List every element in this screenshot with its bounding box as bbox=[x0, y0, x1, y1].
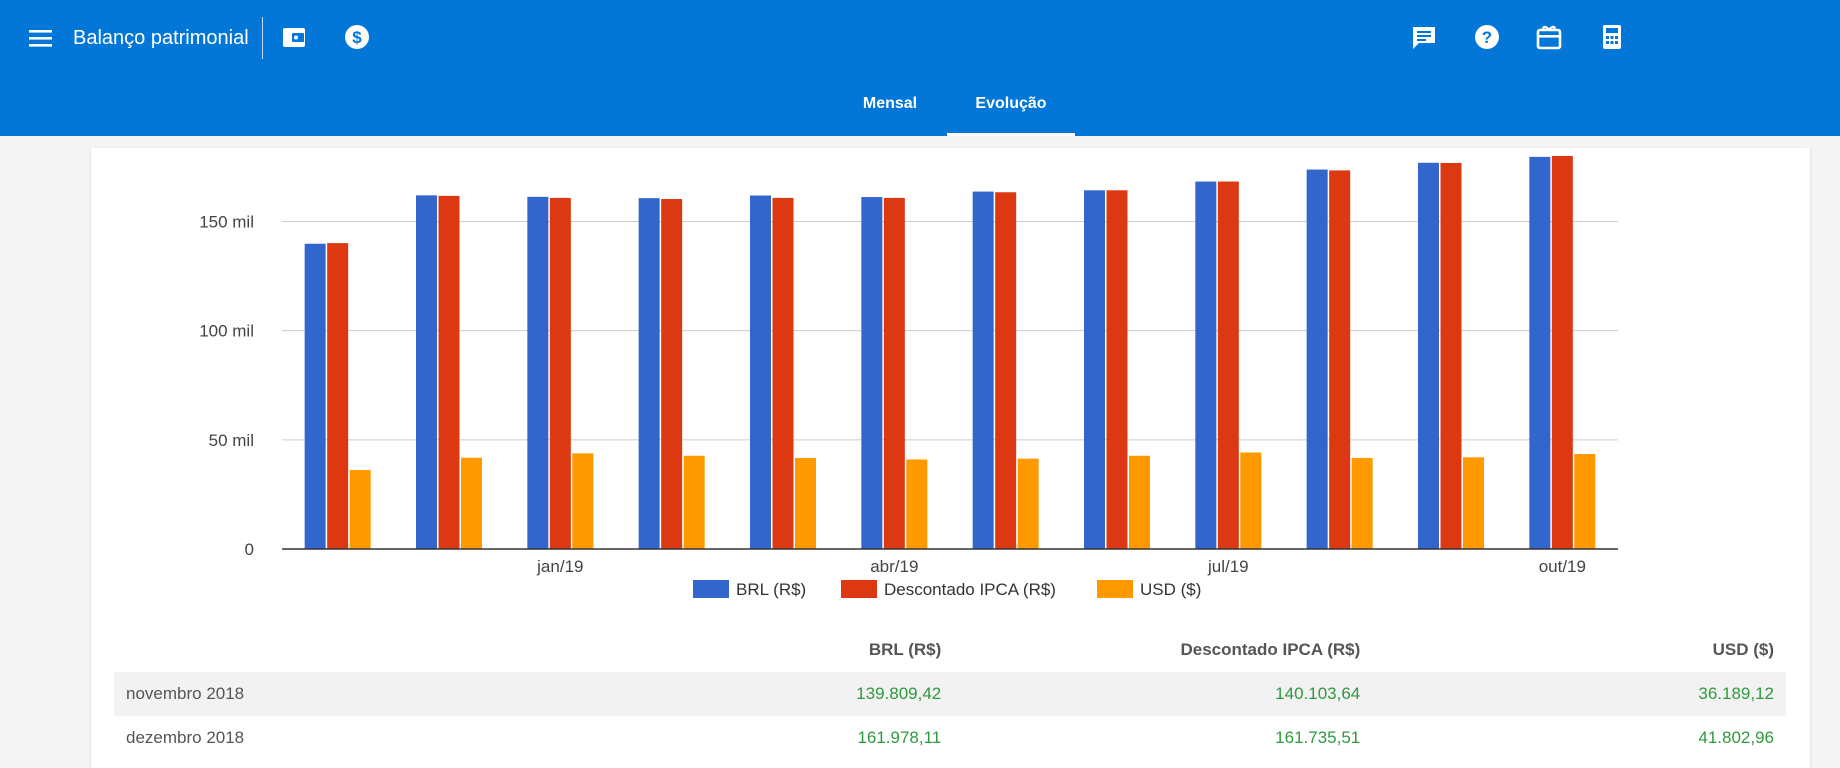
bar[interactable] bbox=[1017, 458, 1039, 549]
legend-swatch bbox=[1097, 580, 1133, 598]
tab-evolucao[interactable]: Evolução bbox=[947, 80, 1075, 136]
bar[interactable] bbox=[861, 197, 883, 549]
bar[interactable] bbox=[438, 195, 460, 549]
y-tick-label: 150 mil bbox=[199, 213, 254, 232]
table-row[interactable]: novembro 2018 139.809,42 140.103,64 36.1… bbox=[114, 672, 1786, 716]
bar[interactable] bbox=[461, 457, 482, 549]
x-tick-label: jul/19 bbox=[1207, 557, 1249, 576]
bar[interactable] bbox=[549, 197, 571, 550]
bar[interactable] bbox=[772, 197, 794, 550]
y-tick-label: 50 mil bbox=[209, 431, 254, 450]
cell-ipca: 140.103,64 bbox=[953, 672, 1373, 716]
cell-usd: 41.802,96 bbox=[1698, 728, 1774, 747]
calculator-icon bbox=[1603, 25, 1621, 49]
dollar-button[interactable]: $ bbox=[340, 20, 374, 54]
table-header-row: BRL (R$) Descontado IPCA (R$) USD ($) bbox=[114, 628, 1786, 672]
y-tick-label: 0 bbox=[245, 540, 254, 559]
table-row[interactable]: dezembro 2018 161.978,11 161.735,51 41.8… bbox=[114, 716, 1786, 760]
x-tick-label: abr/19 bbox=[870, 557, 918, 576]
bar[interactable] bbox=[416, 195, 437, 550]
bar[interactable] bbox=[1529, 156, 1551, 549]
x-tick-label: jan/19 bbox=[536, 557, 583, 576]
y-tick-label: 100 mil bbox=[199, 322, 254, 341]
cell-month: novembro 2018 bbox=[114, 672, 534, 716]
bar[interactable] bbox=[1240, 452, 1262, 549]
help-icon: ? bbox=[1475, 25, 1499, 49]
bar[interactable] bbox=[883, 197, 905, 550]
bar[interactable] bbox=[661, 199, 683, 549]
cell-usd: 36.189,12 bbox=[1372, 672, 1786, 716]
legend-label: USD ($) bbox=[1140, 580, 1201, 599]
bar[interactable] bbox=[750, 195, 771, 549]
legend-swatch bbox=[841, 580, 877, 598]
bar[interactable] bbox=[1574, 454, 1596, 549]
svg-text:$: $ bbox=[352, 28, 362, 47]
col-header-ipca: Descontado IPCA (R$) bbox=[1180, 640, 1361, 659]
bar[interactable] bbox=[327, 243, 349, 549]
app-bar: Balanço patrimonial $ ? bbox=[0, 0, 1840, 136]
svg-text:?: ? bbox=[1482, 28, 1492, 47]
bar[interactable] bbox=[638, 198, 660, 549]
bar[interactable] bbox=[1551, 156, 1573, 549]
bar[interactable] bbox=[906, 459, 928, 549]
help-button[interactable]: ? bbox=[1470, 20, 1504, 54]
bar[interactable] bbox=[972, 191, 994, 550]
bar[interactable] bbox=[1306, 169, 1328, 549]
evolution-chart: 0 50 mil 100 mil 150 mil jan/19 abr/19 jul/19 o… bbox=[199, 156, 1618, 599]
legend-label: BRL (R$) bbox=[736, 580, 806, 599]
bar[interactable] bbox=[1106, 190, 1128, 550]
bar[interactable] bbox=[572, 453, 594, 549]
legend-swatch bbox=[693, 580, 729, 598]
bar[interactable] bbox=[1440, 162, 1462, 549]
bar[interactable] bbox=[349, 469, 371, 549]
bar[interactable] bbox=[995, 192, 1017, 549]
tab-bar: Mensal Evolução bbox=[0, 80, 1840, 136]
bar[interactable] bbox=[1463, 457, 1484, 549]
bar[interactable] bbox=[1329, 170, 1351, 549]
bar[interactable] bbox=[1351, 457, 1373, 549]
content-card bbox=[91, 148, 1810, 768]
header-divider bbox=[262, 17, 263, 59]
bar[interactable] bbox=[1195, 181, 1217, 550]
x-tick-label: out/19 bbox=[1539, 557, 1586, 576]
tab-mensal[interactable]: Mensal bbox=[862, 95, 918, 112]
cell-month: dezembro 2018 bbox=[126, 728, 245, 747]
bar[interactable] bbox=[1129, 455, 1150, 549]
bar[interactable] bbox=[795, 457, 816, 549]
bar[interactable] bbox=[1418, 162, 1439, 549]
bar[interactable] bbox=[683, 455, 705, 549]
wallet-icon bbox=[283, 28, 305, 47]
legend-label: Descontado IPCA (R$) bbox=[884, 580, 1056, 599]
feedback-button[interactable] bbox=[1407, 20, 1441, 54]
cell-brl: 161.978,11 bbox=[857, 728, 942, 747]
dollar-circle-icon: $ bbox=[345, 25, 369, 49]
bar[interactable] bbox=[1217, 181, 1239, 550]
gift-card-icon bbox=[1536, 25, 1562, 50]
bar[interactable] bbox=[304, 243, 326, 549]
evolution-table: BRL (R$) Descontado IPCA (R$) USD ($) no… bbox=[114, 628, 1786, 760]
col-header-brl: BRL (R$) bbox=[868, 640, 942, 659]
cell-ipca: 161.735,51 bbox=[1275, 728, 1361, 747]
menu-icon[interactable] bbox=[28, 26, 56, 50]
cell-brl: 139.809,42 bbox=[533, 672, 954, 716]
bar[interactable] bbox=[527, 196, 549, 549]
col-header-month bbox=[114, 628, 533, 672]
calculator-button[interactable] bbox=[1595, 20, 1629, 54]
page-title: Balanço patrimonial bbox=[73, 27, 249, 49]
bar[interactable] bbox=[1084, 190, 1105, 550]
gift-button[interactable] bbox=[1532, 20, 1566, 54]
wallet-button[interactable] bbox=[277, 20, 311, 54]
feedback-icon bbox=[1413, 27, 1435, 49]
col-header-usd: USD ($) bbox=[1712, 640, 1774, 659]
